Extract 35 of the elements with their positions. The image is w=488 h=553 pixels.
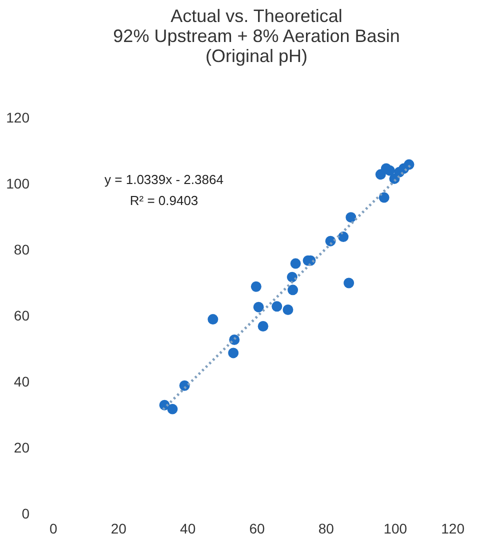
x-tick-label: 100: [384, 520, 408, 536]
point: [344, 278, 354, 288]
point: [228, 348, 239, 358]
point: [378, 192, 390, 203]
x-tick-label: 0: [50, 520, 58, 536]
point: [253, 302, 264, 312]
x-tick-label: 40: [180, 520, 196, 536]
point: [282, 304, 294, 315]
point: [258, 320, 268, 332]
point: [404, 159, 414, 170]
x-tick-label: 20: [110, 520, 127, 536]
point: [346, 212, 356, 223]
x-tick-label: 80: [318, 520, 334, 536]
point: [167, 404, 178, 414]
y-tick-label: 80: [14, 242, 30, 258]
point: [250, 281, 262, 292]
text: Actual vs. Theoretical: [170, 6, 342, 26]
text: (Original pH): [205, 46, 308, 66]
text: 92% Upstream + 8% Aeration Basin: [113, 26, 400, 46]
point: [208, 314, 218, 325]
y-tick-label: 0: [22, 506, 30, 522]
y-tick-label: 60: [14, 308, 30, 324]
point: [272, 301, 282, 312]
y-tick-label: 100: [6, 176, 30, 192]
point: [288, 284, 298, 296]
annotation: y = 1.0339x - 2.3864: [104, 172, 224, 187]
x-tick-label: 120: [441, 520, 465, 536]
y-tick-label: 20: [14, 440, 30, 456]
point: [338, 232, 349, 242]
annotation: R² = 0.9403: [130, 193, 198, 208]
y-tick-label: 40: [14, 374, 30, 390]
y-tick-label: 120: [6, 110, 30, 126]
point: [290, 258, 301, 269]
x-tick-label: 60: [249, 520, 265, 536]
point: [384, 165, 395, 176]
